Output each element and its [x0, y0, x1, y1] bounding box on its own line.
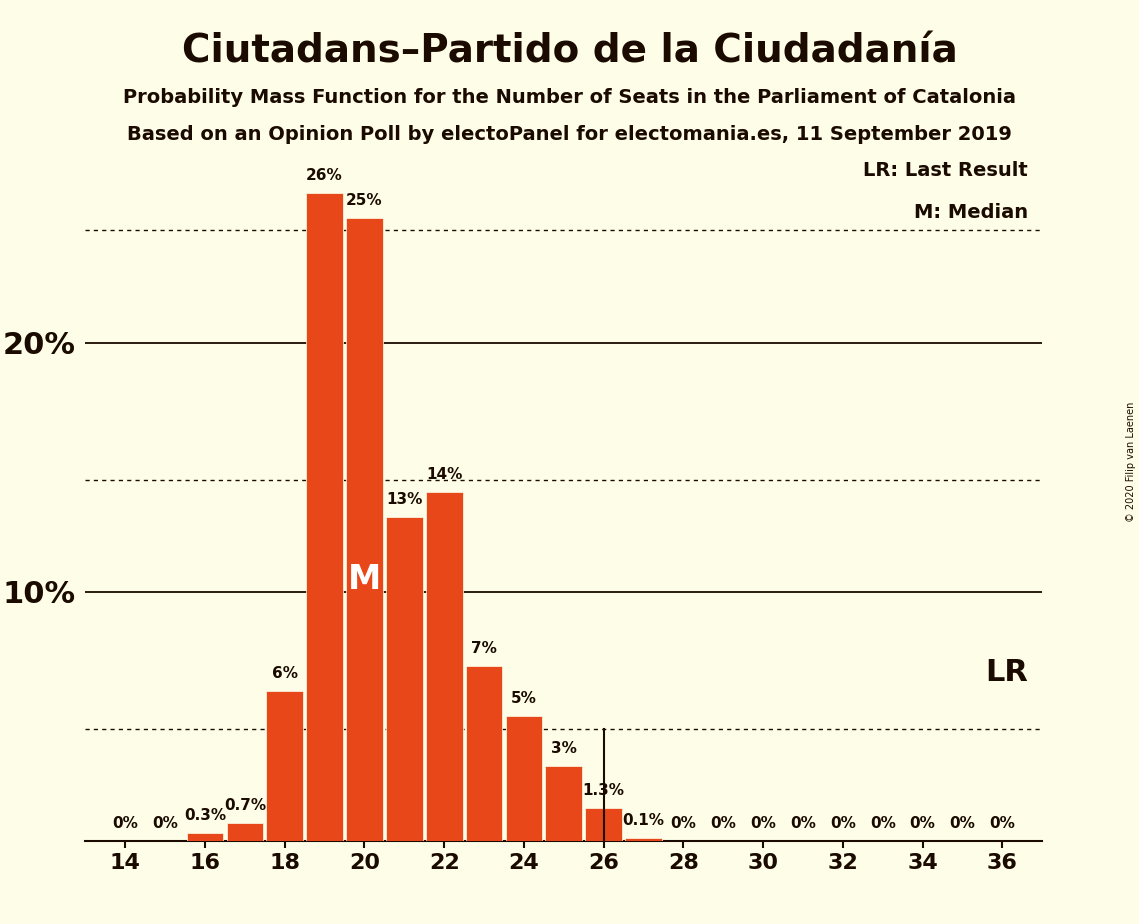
Text: 0%: 0%: [671, 816, 696, 831]
Bar: [625, 838, 662, 841]
Text: 0%: 0%: [910, 816, 935, 831]
Text: LR: LR: [985, 659, 1027, 687]
Bar: [187, 833, 223, 841]
Text: M: Median: M: Median: [913, 202, 1027, 222]
Bar: [585, 808, 622, 841]
Text: M: M: [347, 563, 382, 596]
Text: 13%: 13%: [386, 492, 423, 507]
Text: 0%: 0%: [870, 816, 895, 831]
Text: 5%: 5%: [511, 691, 536, 706]
Bar: [227, 823, 263, 841]
Text: 1.3%: 1.3%: [583, 784, 624, 798]
Text: 0.1%: 0.1%: [623, 813, 664, 829]
Text: 0%: 0%: [790, 816, 816, 831]
Text: 25%: 25%: [346, 193, 383, 208]
Text: 0%: 0%: [830, 816, 855, 831]
Bar: [546, 766, 582, 841]
Text: 7%: 7%: [472, 641, 497, 656]
Bar: [426, 492, 462, 841]
Bar: [267, 691, 303, 841]
Text: Based on an Opinion Poll by electoPanel for electomania.es, 11 September 2019: Based on an Opinion Poll by electoPanel …: [128, 125, 1011, 144]
Bar: [306, 193, 343, 841]
Text: © 2020 Filip van Laenen: © 2020 Filip van Laenen: [1126, 402, 1136, 522]
Bar: [506, 716, 542, 841]
Text: 0%: 0%: [950, 816, 975, 831]
Text: 0.7%: 0.7%: [224, 798, 265, 813]
Bar: [346, 218, 383, 841]
Text: 0%: 0%: [711, 816, 736, 831]
Text: 0.3%: 0.3%: [185, 808, 226, 823]
Text: 14%: 14%: [426, 467, 462, 482]
Text: 0%: 0%: [113, 816, 138, 831]
Text: 0%: 0%: [153, 816, 178, 831]
Text: 26%: 26%: [306, 168, 343, 183]
Text: LR: Last Result: LR: Last Result: [863, 161, 1027, 179]
Text: 0%: 0%: [751, 816, 776, 831]
Text: Probability Mass Function for the Number of Seats in the Parliament of Catalonia: Probability Mass Function for the Number…: [123, 88, 1016, 107]
Text: 3%: 3%: [551, 741, 576, 756]
Bar: [386, 517, 423, 841]
Text: 6%: 6%: [272, 666, 297, 681]
Bar: [466, 666, 502, 841]
Text: Ciutadans–Partido de la Ciudadanía: Ciutadans–Partido de la Ciudadanía: [181, 32, 958, 70]
Text: 0%: 0%: [990, 816, 1015, 831]
